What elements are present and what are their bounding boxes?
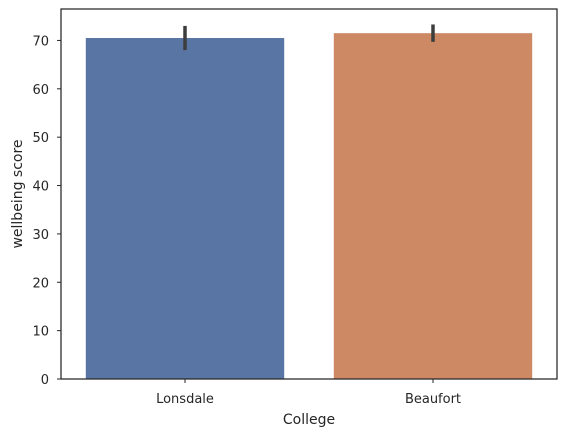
- y-axis: 0 10 20 30 40 50 60 70: [32, 34, 61, 388]
- y-tick-label: 10: [32, 325, 49, 340]
- y-tick-label: 0: [41, 373, 49, 388]
- x-tick-label: Lonsdale: [156, 392, 214, 407]
- x-axis: Lonsdale Beaufort: [156, 379, 461, 407]
- plot-frame: [60, 8, 558, 380]
- bar-lonsdale: [85, 38, 285, 380]
- error-bars-layer: [183, 24, 435, 51]
- x-tick-label: Beaufort: [405, 392, 461, 407]
- y-tick-label: 40: [32, 180, 49, 195]
- bars-layer: [85, 33, 533, 380]
- y-tick-label: 60: [32, 83, 49, 98]
- y-axis-label: wellbeing score: [10, 139, 26, 248]
- x-axis-label: College: [283, 412, 335, 428]
- y-tick-label: 50: [32, 131, 49, 146]
- y-tick-label: 20: [32, 276, 49, 291]
- y-tick-label: 70: [32, 34, 49, 49]
- y-tick-label: 30: [32, 228, 49, 243]
- bar-beaufort: [333, 33, 533, 379]
